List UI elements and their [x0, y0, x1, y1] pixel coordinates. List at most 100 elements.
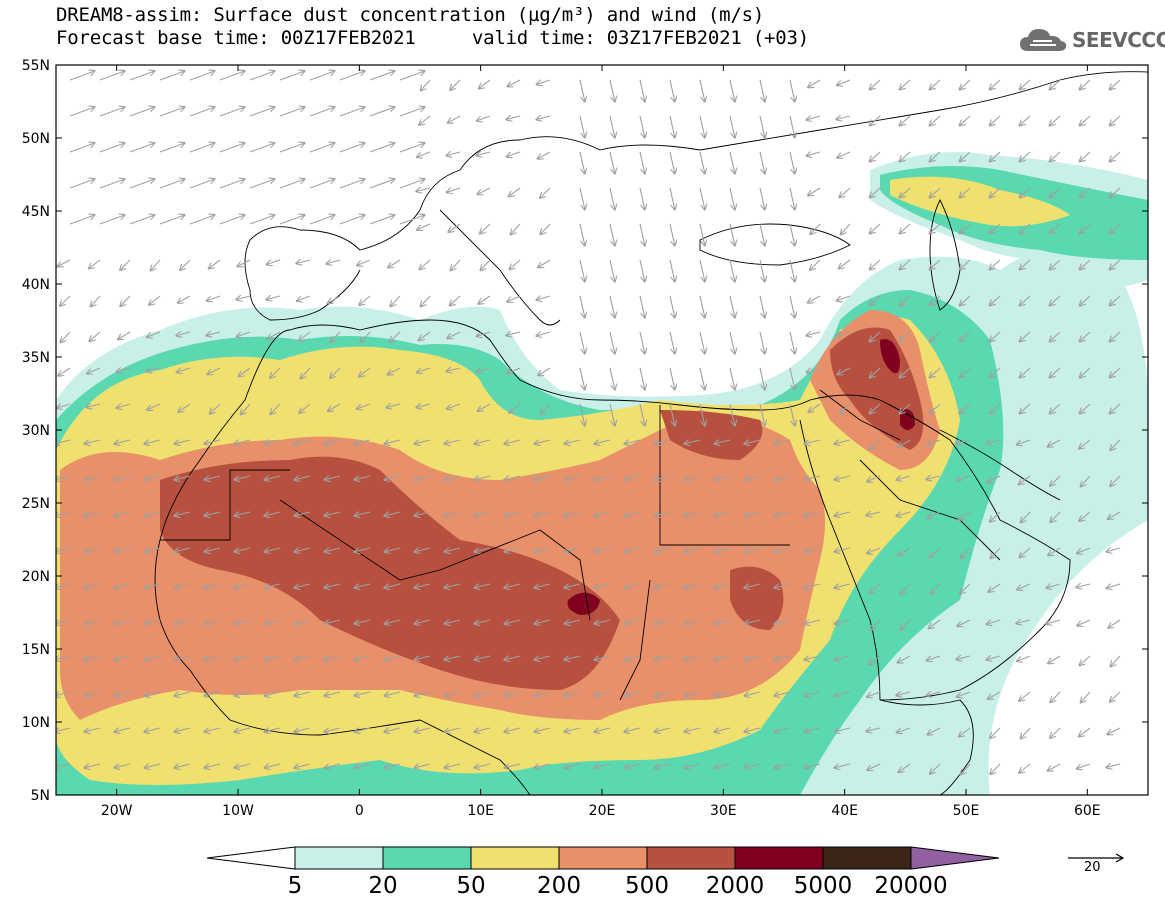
border-iraq — [819, 389, 901, 441]
wind-arrow — [789, 187, 795, 209]
lat-axis: 55N 50N 45N 40N 35N 30N 25N 20N 15N 10N 5N — [22, 58, 1148, 804]
wind-arrow — [450, 79, 461, 90]
wind-arrow — [328, 295, 341, 303]
wind-arrow — [207, 295, 221, 301]
wind-arrow — [174, 512, 191, 516]
wind-arrow — [684, 548, 701, 552]
wind-arrow — [1110, 331, 1121, 341]
wind-arrow — [609, 151, 615, 173]
wind-arrow — [264, 620, 281, 624]
wind-arrow — [56, 584, 71, 588]
wind-arrow — [538, 151, 551, 159]
wind-arrow — [414, 512, 431, 516]
wind-arrow — [744, 476, 761, 480]
wind-arrow — [444, 728, 461, 732]
wind-arrow — [144, 764, 161, 768]
wind-arrow — [239, 367, 251, 376]
wind-arrow — [118, 331, 131, 339]
wind-arrow — [900, 295, 911, 305]
wind-arrow — [1048, 439, 1061, 447]
wind-arrow — [870, 259, 881, 269]
wind-arrow — [960, 79, 971, 89]
colorbar-box — [470, 846, 560, 870]
wind-arrow — [236, 296, 251, 299]
wind-arrow — [654, 764, 671, 768]
wind-arrow — [414, 764, 431, 768]
wind-arrow — [1050, 331, 1061, 341]
wind-arrow — [986, 440, 1001, 443]
wind-arrow — [809, 403, 821, 412]
wind-arrow — [900, 187, 911, 197]
wind-arrow — [354, 764, 371, 768]
wind-arrow — [1110, 79, 1121, 89]
wind-arrow — [579, 151, 585, 173]
wind-arrow — [324, 728, 341, 732]
wind-arrow — [774, 764, 791, 768]
wind-arrow — [960, 223, 971, 233]
wind-arrow — [654, 584, 671, 588]
wind-arrow — [759, 151, 765, 173]
wind-arrow — [1080, 187, 1091, 197]
wind-arrow — [1080, 115, 1091, 125]
wind-arrow — [774, 548, 791, 552]
wind-arrow — [900, 403, 911, 413]
wind-arrow — [234, 692, 251, 696]
wind-arrow — [414, 728, 431, 732]
wind-arrow — [174, 548, 191, 552]
wind-arrow — [684, 656, 701, 660]
wind-arrow — [266, 296, 281, 300]
wind-arrow — [444, 476, 461, 480]
wind-arrow — [669, 115, 675, 137]
colorbar-level-label: 500 — [625, 873, 669, 899]
wind-arrow — [89, 259, 101, 268]
wind-arrow — [834, 440, 851, 444]
wind-arrow — [624, 728, 641, 732]
wind-arrow — [684, 440, 701, 444]
wind-arrow — [1017, 439, 1031, 445]
wind-arrow — [204, 584, 221, 588]
wind-arrow — [987, 620, 1001, 624]
wind-arrow — [444, 692, 461, 696]
wind-arrow — [56, 512, 71, 516]
wind-arrow — [419, 115, 431, 125]
wind-arrow — [534, 764, 551, 768]
colorbar-level-label: 20000 — [874, 873, 947, 899]
wind-arrow — [624, 476, 641, 480]
wind-arrow — [540, 403, 551, 414]
lon-tick-label: 0 — [355, 803, 364, 819]
wind-arrow — [990, 295, 1001, 305]
wind-arrow — [324, 476, 341, 480]
wind-arrow — [624, 656, 641, 660]
wind-arrow — [69, 143, 94, 153]
wind-arrow — [1050, 511, 1061, 522]
wind-arrow — [684, 764, 701, 768]
wind-arrow — [927, 439, 941, 445]
wind-arrow — [474, 476, 491, 480]
wind-arrow — [960, 187, 971, 197]
colorbar-level-label: 5 — [288, 873, 303, 899]
wind-arrow — [299, 331, 311, 341]
wind-arrow — [249, 215, 274, 225]
wind-arrow — [270, 403, 281, 414]
wind-arrow — [836, 116, 851, 119]
wind-arrow — [684, 512, 701, 516]
wind-arrow — [1110, 115, 1121, 125]
wind-arrow — [699, 367, 705, 389]
wind-arrow — [129, 71, 154, 81]
wind-arrow — [867, 547, 881, 553]
wind-arrow — [729, 223, 735, 245]
wind-arrow — [534, 584, 551, 588]
colorbar-box — [558, 846, 648, 870]
wind-arrow — [714, 764, 731, 768]
wind-arrow — [359, 367, 371, 377]
wind-arrow — [579, 187, 585, 209]
wind-arrow — [990, 511, 1001, 522]
wind-arrow — [928, 727, 941, 734]
wind-arrow — [789, 151, 795, 173]
wind-arrow — [1050, 79, 1061, 89]
wind-arrow — [57, 404, 71, 408]
wind-arrow — [129, 179, 154, 189]
wind-arrow — [534, 548, 551, 552]
wind-arrow — [399, 179, 424, 189]
wind-arrow — [744, 620, 761, 624]
